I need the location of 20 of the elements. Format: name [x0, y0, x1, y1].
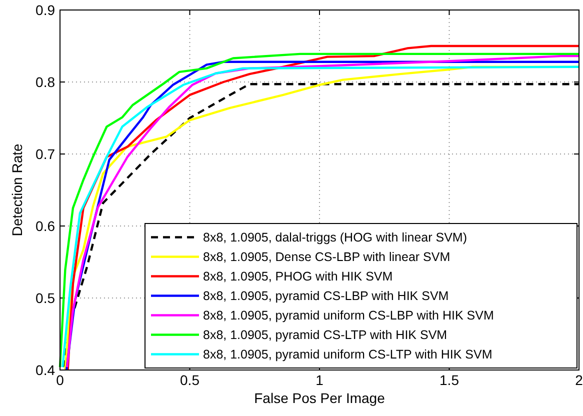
y-tick-label: 0.5	[36, 290, 56, 306]
y-tick-label: 0.9	[36, 2, 56, 18]
y-tick-label: 0.8	[36, 74, 56, 90]
legend-label: 8x8, 1.0905, PHOG with HIK SVM	[203, 270, 393, 284]
y-tick-label: 0.4	[36, 362, 56, 378]
x-tick-label: 0	[56, 372, 64, 388]
legend-label: 8x8, 1.0905, pyramid CS-LTP with HIK SVM	[203, 328, 448, 342]
x-tick-label: 1.5	[440, 372, 460, 388]
legend-label: 8x8, 1.0905, dalal-triggs (HOG with linear SVM)	[203, 230, 467, 245]
y-axis-title: Detection Rate	[9, 143, 25, 236]
x-tick-label: 1	[316, 372, 324, 388]
y-tick-label: 0.6	[36, 218, 56, 234]
legend-label: 8x8, 1.0905, pyramid uniform CS-LTP with HIK SVM	[203, 348, 492, 362]
x-axis-title: False Pos Per Image	[254, 390, 386, 406]
x-tick-label: 0.5	[180, 372, 200, 388]
legend-label: 8x8, 1.0905, pyramid CS-LBP with HIK SVM	[203, 289, 449, 304]
x-tick-label: 2	[575, 372, 583, 388]
legend-label: 8x8, 1.0905, pyramid uniform CS-LBP with HIK SVM	[203, 308, 494, 323]
legend-label: 8x8, 1.0905, Dense CS-LBP with linear SVM	[203, 250, 450, 264]
y-tick-label: 0.7	[36, 146, 56, 162]
